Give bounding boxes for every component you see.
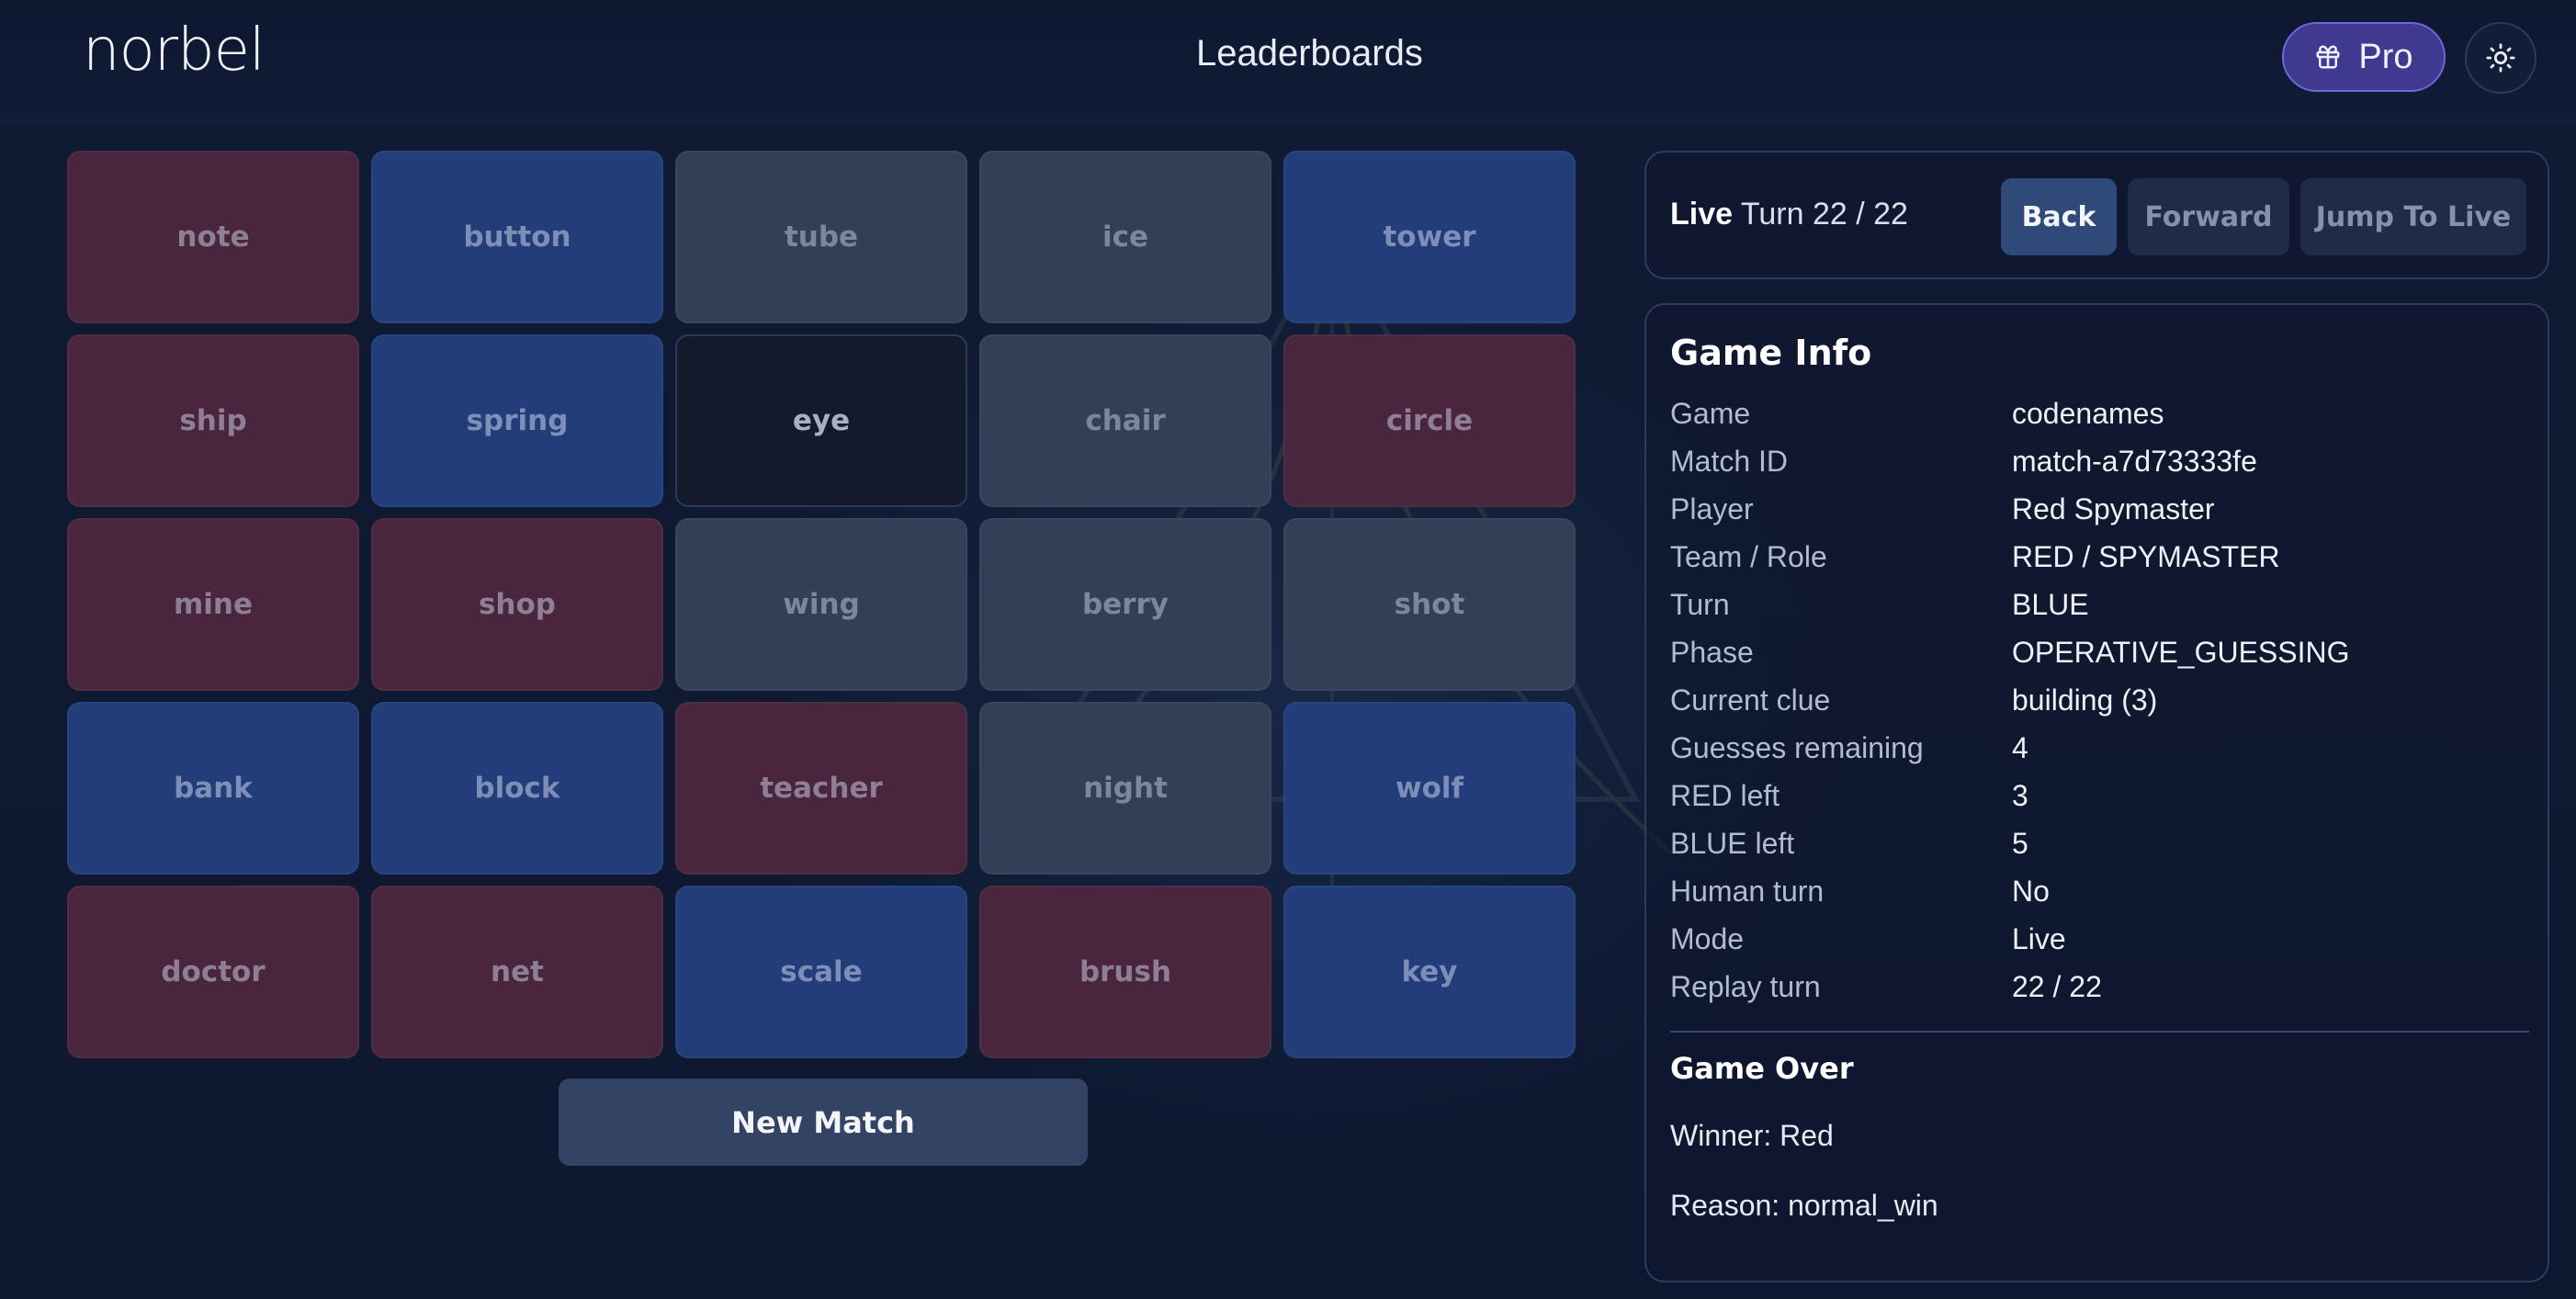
card-shot[interactable]: shot (1283, 518, 1576, 691)
info-key: Mode (1670, 921, 1745, 955)
norbel-logo[interactable]: norbel (83, 17, 266, 85)
card-button[interactable]: button (371, 151, 663, 323)
replay-status: Live Turn 22 / 22 (1670, 197, 1908, 232)
card-scale[interactable]: scale (675, 886, 967, 1058)
game-info-title: Game Info (1670, 333, 1872, 373)
card-mine[interactable]: mine (67, 518, 359, 691)
reason-text: Reason: normal_win (1670, 1189, 1938, 1222)
card-key[interactable]: key (1283, 886, 1576, 1058)
info-value: match-a7d73333fe (2012, 444, 2257, 478)
gift-icon (2316, 45, 2340, 69)
card-tube[interactable]: tube (675, 151, 967, 323)
winner-text: Winner: Red (1670, 1119, 1834, 1152)
info-key: Human turn (1670, 874, 1825, 908)
info-key: Replay turn (1670, 969, 1821, 1003)
info-row: Mode Live (1670, 915, 2529, 963)
back-button[interactable]: Back (2001, 178, 2117, 255)
replay-controls-panel: Live Turn 22 / 22 Back Forward Jump To L… (1644, 151, 2549, 279)
info-value: 4 (2012, 730, 2028, 764)
game-info-panel: Game Info Game codenames Match ID match-a7d… (1644, 303, 2549, 1282)
info-key: Turn (1670, 587, 1730, 621)
info-row: Game codenames (1670, 390, 2529, 437)
info-row: Human turn No (1670, 867, 2529, 915)
codenames-board: note button tube ice tower ship spring eye chair… (67, 151, 1579, 1058)
card-wolf[interactable]: wolf (1283, 702, 1576, 875)
info-value: No (2012, 874, 2050, 908)
info-value: codenames (2012, 396, 2164, 430)
leaderboards-link[interactable]: Leaderboards (1196, 33, 1423, 73)
pro-button[interactable]: Pro (2282, 22, 2446, 92)
info-row: Replay turn 22 / 22 (1670, 963, 2529, 1011)
top-header: norbel Leaderboards Pro (0, 0, 2576, 123)
card-bank[interactable]: bank (67, 702, 359, 875)
pro-label: Pro (2358, 37, 2413, 76)
card-wing[interactable]: wing (675, 518, 967, 691)
info-key: Player (1670, 491, 1754, 525)
card-tower[interactable]: tower (1283, 151, 1576, 323)
theme-toggle-button[interactable] (2465, 22, 2536, 94)
card-eye[interactable]: eye (675, 334, 967, 507)
divider (1670, 1031, 2529, 1033)
info-value: Live (2012, 921, 2066, 955)
info-value: BLUE (2012, 587, 2089, 621)
info-key: Guesses remaining (1670, 730, 1924, 764)
live-label: Live (1670, 197, 1734, 232)
card-teacher[interactable]: teacher (675, 702, 967, 875)
info-row: Match ID match-a7d73333fe (1670, 437, 2529, 485)
game-over-title: Game Over (1670, 1051, 1854, 1086)
info-value: 5 (2012, 826, 2028, 860)
info-key: Phase (1670, 635, 1754, 669)
card-brush[interactable]: brush (979, 886, 1271, 1058)
info-row: RED left 3 (1670, 772, 2529, 819)
info-row: Current clue building (3) (1670, 676, 2529, 724)
info-value: 3 (2012, 778, 2028, 812)
card-spring[interactable]: spring (371, 334, 663, 507)
info-row: BLUE left 5 (1670, 819, 2529, 867)
info-value: Red Spymaster (2012, 491, 2215, 525)
sun-icon (2486, 43, 2515, 73)
info-key: Game (1670, 396, 1751, 430)
info-key: RED left (1670, 778, 1780, 812)
card-shop[interactable]: shop (371, 518, 663, 691)
info-row: Turn BLUE (1670, 581, 2529, 628)
game-info-rows: Game codenames Match ID match-a7d73333fe Pla… (1670, 390, 2529, 1011)
jump-to-live-button[interactable]: Jump To Live (2300, 178, 2526, 255)
info-value: 22 / 22 (2012, 969, 2102, 1003)
card-net[interactable]: net (371, 886, 663, 1058)
info-row: Guesses remaining 4 (1670, 724, 2529, 772)
card-ice[interactable]: ice (979, 151, 1271, 323)
info-row: Team / Role RED / SPYMASTER (1670, 533, 2529, 581)
card-chair[interactable]: chair (979, 334, 1271, 507)
info-value: RED / SPYMASTER (2012, 539, 2280, 573)
card-ship[interactable]: ship (67, 334, 359, 507)
card-doctor[interactable]: doctor (67, 886, 359, 1058)
turn-counter: Turn 22 / 22 (1740, 197, 1908, 232)
card-circle[interactable]: circle (1283, 334, 1576, 507)
new-match-button[interactable]: New Match (559, 1079, 1088, 1166)
card-block[interactable]: block (371, 702, 663, 875)
info-key: BLUE left (1670, 826, 1795, 860)
card-berry[interactable]: berry (979, 518, 1271, 691)
info-key: Match ID (1670, 444, 1789, 478)
card-note[interactable]: note (67, 151, 359, 323)
forward-button[interactable]: Forward (2128, 178, 2289, 255)
card-night[interactable]: night (979, 702, 1271, 875)
info-key: Team / Role (1670, 539, 1827, 573)
info-row: Phase OPERATIVE_GUESSING (1670, 628, 2529, 676)
info-value: building (3) (2012, 683, 2158, 717)
info-key: Current clue (1670, 683, 1831, 717)
info-value: OPERATIVE_GUESSING (2012, 635, 2350, 669)
info-row: Player Red Spymaster (1670, 485, 2529, 533)
